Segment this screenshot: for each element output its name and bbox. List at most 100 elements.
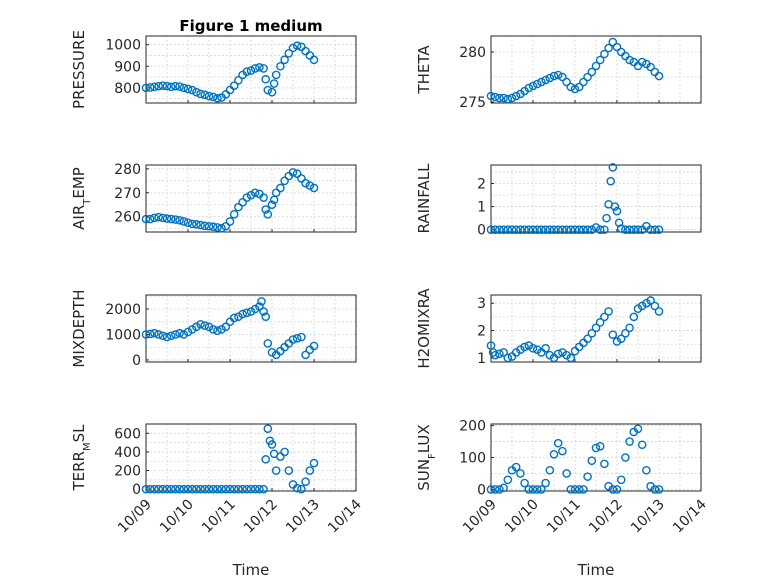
data-point: [150, 328, 159, 338]
data-point: [162, 332, 172, 342]
data-point: [566, 353, 576, 363]
data-point: [154, 330, 163, 339]
data-point: [549, 225, 559, 234]
data-point: [511, 91, 521, 101]
data-point: [642, 465, 651, 475]
x-axis-label-right: Time: [577, 561, 615, 579]
data-point: [259, 64, 268, 73]
data-point: [507, 225, 517, 234]
data-point: [259, 307, 268, 316]
data-point: [499, 348, 508, 357]
data-point: [625, 323, 634, 333]
subplot-mixdepth: 0 1000 2000 MIXDEPTH: [70, 289, 357, 369]
data-point: [238, 198, 247, 207]
data-point: [600, 225, 609, 234]
data-point: [566, 82, 576, 92]
data-point: [574, 82, 584, 92]
data-point: [633, 424, 643, 434]
data-point: [612, 485, 622, 494]
data-point: [650, 485, 660, 494]
data-point: [267, 200, 277, 210]
data-point: [600, 312, 609, 322]
data-point: [261, 312, 271, 321]
data-point: [145, 83, 155, 92]
data-point: [204, 484, 214, 494]
data-point: [528, 225, 538, 234]
y-tick-label: 800: [114, 81, 141, 97]
data-point: [629, 225, 639, 234]
data-point: [520, 342, 529, 352]
data-point: [495, 349, 504, 359]
data-point: [503, 475, 513, 485]
data-point: [541, 344, 550, 353]
axes-frame: [145, 164, 357, 233]
data-point: [646, 225, 655, 234]
data-point: [490, 350, 500, 360]
axes-frame: [490, 294, 702, 363]
data-point: [280, 447, 289, 457]
data-point: [187, 219, 197, 229]
data-point: [200, 484, 210, 494]
data-point: [183, 84, 193, 94]
data-point: [616, 224, 626, 233]
y-tick-label: 1: [477, 351, 486, 367]
data-point: [284, 466, 294, 475]
data-point: [583, 334, 592, 344]
data-point: [587, 328, 597, 338]
y-tick-label: 0: [132, 353, 141, 369]
data-point: [179, 217, 189, 226]
data-point: [242, 484, 252, 494]
y-axis-label: PRESSURE: [70, 30, 88, 109]
data-point: [503, 353, 513, 363]
data-point: [154, 212, 163, 222]
data-point: [255, 484, 264, 494]
y-tick-label: 280: [459, 45, 486, 61]
data-point: [537, 225, 546, 234]
data-point: [196, 220, 205, 230]
data-point: [192, 484, 201, 494]
data-point: [637, 440, 647, 450]
y-tick-label: 1000: [105, 38, 141, 54]
data-point: [610, 202, 620, 211]
data-point: [524, 225, 534, 234]
data-point: [141, 484, 151, 494]
data-point: [600, 459, 609, 469]
data-point: [242, 67, 252, 76]
data-point: [654, 225, 664, 234]
data-point: [280, 55, 289, 65]
data-point: [158, 331, 168, 341]
data-point: [566, 225, 576, 234]
data-point: [288, 335, 298, 344]
data-point: [541, 75, 550, 85]
data-point: [579, 225, 588, 234]
data-point: [288, 43, 298, 53]
data-point: [549, 71, 559, 81]
data-point: [162, 214, 172, 223]
data-point: [175, 215, 184, 225]
y-tick-label: 1000: [105, 327, 141, 343]
data-point: [537, 485, 546, 494]
figure-title: Figure 1 medium: [179, 17, 322, 35]
data-point: [532, 485, 542, 494]
y-tick-label: 200: [114, 464, 141, 480]
data-point: [309, 341, 319, 351]
data-point: [553, 225, 563, 234]
data-point: [276, 61, 285, 71]
data-point: [520, 478, 529, 488]
data-point: [217, 484, 226, 494]
data-point: [570, 485, 580, 494]
data-point: [261, 74, 271, 84]
data-point: [486, 225, 496, 234]
data-point: [608, 163, 618, 172]
data-point: [562, 77, 571, 87]
data-point: [545, 465, 555, 475]
data-point: [196, 89, 205, 99]
data-point: [225, 484, 235, 494]
data-point: [200, 321, 210, 330]
data-point: [246, 307, 256, 316]
data-point: [495, 225, 504, 234]
data-point: [621, 453, 630, 462]
data-point: [250, 188, 260, 198]
y-axis-label: THETA: [415, 45, 433, 95]
data-point: [532, 225, 542, 234]
